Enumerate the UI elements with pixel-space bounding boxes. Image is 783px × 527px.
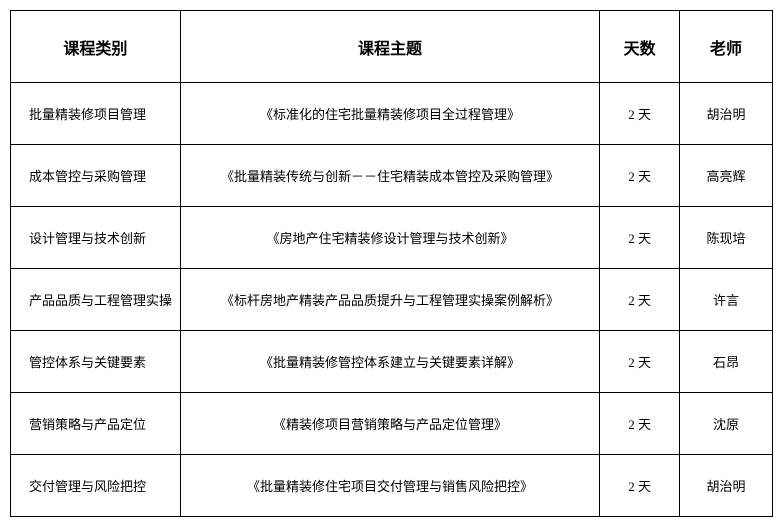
course-table: 课程类别 课程主题 天数 老师 批量精装修项目管理 《标准化的住宅批量精装修项目… (10, 10, 773, 517)
table-body: 批量精装修项目管理 《标准化的住宅批量精装修项目全过程管理》 2 天 胡治明 成… (11, 83, 773, 517)
cell-days: 2 天 (600, 145, 680, 207)
table-row: 批量精装修项目管理 《标准化的住宅批量精装修项目全过程管理》 2 天 胡治明 (11, 83, 773, 145)
header-days: 天数 (600, 11, 680, 83)
table-row: 交付管理与风险把控 《批量精装修住宅项目交付管理与销售风险把控》 2 天 胡治明 (11, 455, 773, 517)
header-row: 课程类别 课程主题 天数 老师 (11, 11, 773, 83)
cell-topic: 《标准化的住宅批量精装修项目全过程管理》 (180, 83, 599, 145)
cell-category: 产品品质与工程管理实操 (11, 269, 181, 331)
table-row: 产品品质与工程管理实操 《标杆房地产精装产品品质提升与工程管理实操案例解析》 2… (11, 269, 773, 331)
cell-days: 2 天 (600, 207, 680, 269)
cell-days: 2 天 (600, 455, 680, 517)
cell-category: 设计管理与技术创新 (11, 207, 181, 269)
cell-teacher: 胡治明 (680, 455, 773, 517)
table-row: 设计管理与技术创新 《房地产住宅精装修设计管理与技术创新》 2 天 陈现培 (11, 207, 773, 269)
header-teacher: 老师 (680, 11, 773, 83)
cell-topic: 《批量精装修管控体系建立与关键要素详解》 (180, 331, 599, 393)
cell-topic: 《批量精装传统与创新－－住宅精装成本管控及采购管理》 (180, 145, 599, 207)
header-category: 课程类别 (11, 11, 181, 83)
cell-teacher: 许言 (680, 269, 773, 331)
table-row: 成本管控与采购管理 《批量精装传统与创新－－住宅精装成本管控及采购管理》 2 天… (11, 145, 773, 207)
cell-category: 成本管控与采购管理 (11, 145, 181, 207)
cell-days: 2 天 (600, 83, 680, 145)
cell-days: 2 天 (600, 393, 680, 455)
cell-teacher: 胡治明 (680, 83, 773, 145)
cell-teacher: 高亮辉 (680, 145, 773, 207)
cell-topic: 《精装修项目营销策略与产品定位管理》 (180, 393, 599, 455)
table-row: 管控体系与关键要素 《批量精装修管控体系建立与关键要素详解》 2 天 石昂 (11, 331, 773, 393)
cell-category: 营销策略与产品定位 (11, 393, 181, 455)
cell-topic: 《房地产住宅精装修设计管理与技术创新》 (180, 207, 599, 269)
table-row: 营销策略与产品定位 《精装修项目营销策略与产品定位管理》 2 天 沈原 (11, 393, 773, 455)
cell-topic: 《批量精装修住宅项目交付管理与销售风险把控》 (180, 455, 599, 517)
cell-days: 2 天 (600, 269, 680, 331)
cell-teacher: 陈现培 (680, 207, 773, 269)
cell-category: 管控体系与关键要素 (11, 331, 181, 393)
cell-category: 批量精装修项目管理 (11, 83, 181, 145)
header-topic: 课程主题 (180, 11, 599, 83)
cell-days: 2 天 (600, 331, 680, 393)
cell-teacher: 沈原 (680, 393, 773, 455)
table-header: 课程类别 课程主题 天数 老师 (11, 11, 773, 83)
cell-teacher: 石昂 (680, 331, 773, 393)
cell-topic: 《标杆房地产精装产品品质提升与工程管理实操案例解析》 (180, 269, 599, 331)
cell-category: 交付管理与风险把控 (11, 455, 181, 517)
